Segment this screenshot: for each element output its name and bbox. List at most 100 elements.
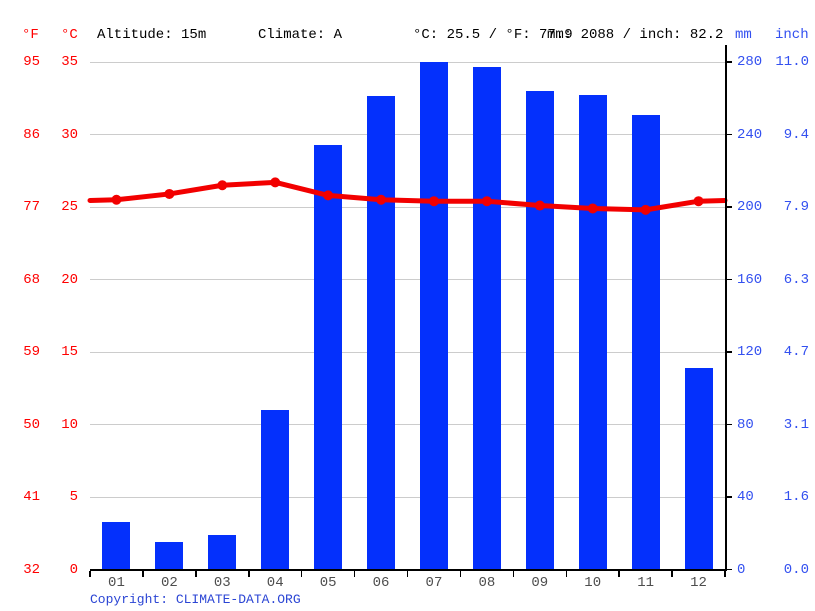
right-axis-tick (725, 351, 732, 353)
gridline (90, 61, 725, 63)
right-axis-tick (725, 496, 732, 498)
celsius-tick-label: 20 (61, 271, 78, 288)
inch-tick-label: 0.0 (783, 561, 809, 578)
copyright: Copyright: CLIMATE-DATA.ORG (90, 592, 301, 608)
right-axis-tick (725, 278, 732, 281)
copyright-link[interactable]: CLIMATE-DATA.ORG (175, 592, 301, 607)
temperature-point (693, 196, 704, 207)
precipitation-bar (684, 368, 713, 570)
month-label: 12 (690, 575, 707, 591)
month-label: 03 (213, 575, 231, 591)
bottom-axis-tick (565, 570, 567, 577)
right-axis-tick (725, 206, 732, 208)
fahrenheit-tick-label: 59 (23, 344, 40, 360)
total-precipitation-label: mm: 2088 / inch: 82.2 (547, 27, 724, 43)
mm-tick-label: 160 (737, 271, 763, 288)
month-label: 09 (531, 575, 549, 591)
bottom-axis-tick (724, 570, 726, 577)
mm-tick-label: 80 (737, 416, 754, 433)
fahrenheit-tick-label: 77 (23, 199, 40, 215)
bottom-axis-tick (459, 570, 462, 577)
bottom-axis-tick (248, 570, 250, 577)
celsius-tick-label: 15 (61, 344, 78, 360)
mm-tick-label: 200 (737, 199, 763, 215)
mm-tick-label: 0 (737, 561, 746, 578)
right-axis-line (725, 45, 727, 571)
precipitation-bar (314, 145, 343, 570)
temperature-point (111, 194, 122, 205)
fahrenheit-tick-label: 86 (23, 126, 40, 143)
celsius-tick-label: 35 (61, 54, 78, 70)
precipitation-bar (419, 62, 448, 570)
mm-tick-label: 120 (737, 344, 763, 360)
month-label: 06 (372, 575, 390, 591)
bottom-axis-tick (353, 570, 356, 577)
bottom-axis-tick (618, 570, 620, 577)
precipitation-bar (525, 91, 554, 570)
inch-tick-label: 11.0 (775, 54, 809, 70)
precipitation-bar (208, 535, 237, 570)
precipitation-bar (155, 542, 184, 570)
mm-tick-label: 280 (737, 54, 763, 70)
inch-tick-label: 1.6 (783, 489, 809, 505)
month-label: 01 (108, 575, 125, 591)
bottom-axis-tick (89, 570, 91, 577)
temperature-point (164, 188, 175, 199)
fahrenheit-axis-title: °F (22, 27, 39, 43)
gridline (90, 496, 725, 498)
right-axis-tick (725, 133, 732, 136)
month-label: 07 (425, 575, 443, 591)
gridline (90, 279, 725, 280)
celsius-tick-label: 0 (69, 561, 78, 578)
inch-tick-label: 4.7 (783, 344, 809, 360)
inch-tick-label: 6.3 (783, 271, 809, 288)
gridline (90, 134, 725, 135)
copyright-label: Copyright: (90, 592, 176, 607)
fahrenheit-tick-label: 95 (23, 54, 40, 70)
mm-tick-label: 240 (737, 126, 763, 143)
bottom-axis-tick (406, 570, 409, 577)
precipitation-bar (102, 522, 131, 570)
altitude-label: Altitude: 15m (97, 27, 207, 43)
temperature-point (270, 177, 281, 188)
month-label: 10 (584, 575, 602, 591)
fahrenheit-tick-label: 41 (23, 489, 40, 505)
celsius-tick-label: 5 (69, 489, 78, 505)
inch-axis-title: inch (775, 27, 809, 43)
bottom-axis-tick (300, 570, 303, 577)
gridline (90, 206, 725, 208)
month-label: 11 (637, 575, 655, 591)
right-axis-tick (725, 568, 732, 571)
bottom-axis-tick (142, 570, 144, 577)
gridline (90, 424, 725, 425)
bottom-axis-line (90, 568, 727, 571)
fahrenheit-tick-label: 32 (23, 561, 40, 578)
precipitation-bar (261, 410, 290, 570)
climate-zone-label: Climate: A (258, 27, 343, 43)
bottom-axis-tick (671, 570, 673, 577)
precipitation-bar (472, 67, 501, 570)
celsius-axis-title: °C (61, 27, 78, 43)
month-label: 02 (160, 575, 178, 591)
celsius-tick-label: 25 (61, 199, 78, 215)
month-label: 08 (478, 575, 496, 591)
right-axis-tick (725, 61, 732, 63)
mm-tick-label: 40 (737, 489, 754, 505)
bottom-axis-tick (195, 570, 197, 577)
right-axis-tick (725, 423, 732, 426)
celsius-tick-label: 30 (61, 126, 78, 143)
gridline (90, 351, 725, 353)
celsius-tick-label: 10 (61, 416, 78, 433)
precipitation-bar (578, 94, 607, 570)
precipitation-bar (631, 114, 660, 570)
bottom-axis-tick (512, 570, 515, 577)
mean-temperature-label: °C: 25.5 / °F: 77.9 (413, 27, 573, 43)
inch-tick-label: 7.9 (783, 199, 809, 215)
fahrenheit-tick-label: 50 (23, 416, 40, 433)
mm-axis-title: mm (735, 27, 752, 43)
inch-tick-label: 3.1 (783, 416, 809, 433)
fahrenheit-tick-label: 68 (23, 271, 40, 288)
month-label: 05 (319, 575, 337, 591)
month-label: 04 (266, 575, 284, 591)
